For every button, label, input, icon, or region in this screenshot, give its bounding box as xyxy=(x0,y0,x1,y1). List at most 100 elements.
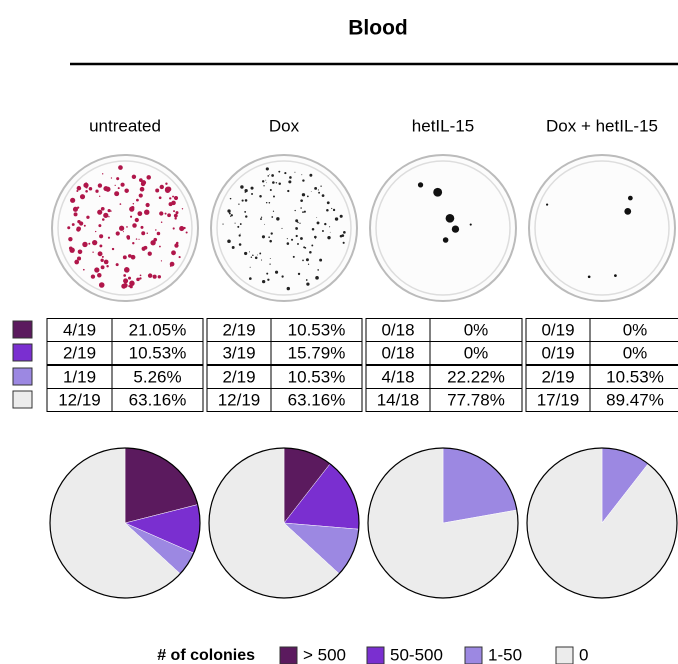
colony-dot xyxy=(302,211,304,213)
colony-dot xyxy=(165,187,171,193)
colony-dot xyxy=(174,243,178,247)
colony-dot xyxy=(265,180,266,181)
row-key xyxy=(13,321,32,338)
colony-dot xyxy=(179,256,181,258)
colony-dot xyxy=(311,244,313,246)
colony-dot xyxy=(270,189,272,191)
colony-dot xyxy=(288,180,291,183)
colony-dot xyxy=(242,199,244,201)
figure: Blood # of colonies untreated4/1921.05%2… xyxy=(0,0,678,664)
percent-label: 0% xyxy=(623,343,648,362)
colony-dot xyxy=(240,223,242,225)
colony-dot xyxy=(326,209,329,212)
colony-dot xyxy=(69,246,73,250)
colony-dot xyxy=(239,243,242,246)
petri-dish xyxy=(529,155,675,301)
colony-dot xyxy=(153,275,157,279)
colony-dot xyxy=(269,174,270,175)
colony-dot xyxy=(327,236,330,239)
colony-dot xyxy=(235,223,236,224)
colony-dot xyxy=(83,269,85,271)
count-label: 12/19 xyxy=(218,390,261,409)
colony-dot xyxy=(341,234,344,237)
legend-swatch xyxy=(367,647,384,664)
colony-dot xyxy=(123,231,124,232)
colony-dot xyxy=(257,255,258,256)
count-label: 3/19 xyxy=(222,343,255,362)
colony-dot xyxy=(245,190,246,191)
colony-dot xyxy=(74,212,78,216)
colony-dot xyxy=(98,183,102,187)
legend-label: 0 xyxy=(579,645,588,664)
colony-dot xyxy=(296,235,298,237)
colony-dot xyxy=(129,206,134,211)
colony-dot xyxy=(249,277,252,280)
colony-dot xyxy=(92,251,93,252)
colony-dot xyxy=(78,249,83,254)
colony-dot xyxy=(160,185,164,189)
colony-dot xyxy=(261,217,262,218)
count-label: 2/19 xyxy=(541,367,574,386)
column-label: untreated xyxy=(89,116,161,135)
colony-dot xyxy=(157,232,161,236)
colony-dot xyxy=(140,274,142,276)
colony-dot xyxy=(294,210,295,211)
colony-dot xyxy=(138,239,139,240)
percent-label: 89.47% xyxy=(606,390,664,409)
colony-dot xyxy=(114,191,119,196)
count-label: 0/18 xyxy=(381,343,414,362)
colony-dot xyxy=(624,208,631,215)
percent-label: 10.53% xyxy=(288,320,346,339)
colony-dot xyxy=(588,275,591,278)
colony-dot xyxy=(130,216,132,218)
colony-dot xyxy=(268,236,270,238)
colony-dot xyxy=(101,265,105,269)
colony-dot xyxy=(173,210,175,212)
colony-dot xyxy=(249,251,250,252)
petri-dish xyxy=(211,155,357,301)
colony-dot xyxy=(322,230,324,232)
colony-dot xyxy=(144,246,148,250)
colony-dot xyxy=(159,196,162,199)
colony-dot xyxy=(95,190,98,193)
colony-dot xyxy=(148,273,152,277)
colony-dot xyxy=(88,243,90,245)
colony-dot xyxy=(251,187,254,190)
count-label: 2/19 xyxy=(222,320,255,339)
colony-dot xyxy=(165,213,167,215)
colony-dot xyxy=(238,204,239,205)
colony-dot xyxy=(244,189,247,192)
count-label: 1/19 xyxy=(63,367,96,386)
colony-dot xyxy=(84,225,86,227)
colony-dot xyxy=(470,224,472,226)
colony-dot xyxy=(269,264,270,265)
colony-dot xyxy=(307,195,309,197)
colony-dot xyxy=(264,224,265,225)
colony-dot xyxy=(269,202,271,204)
row-key xyxy=(13,344,32,361)
colony-dot xyxy=(171,250,176,255)
colony-dot xyxy=(129,281,134,286)
count-label: 0/19 xyxy=(541,320,574,339)
colony-dot xyxy=(628,196,633,201)
colony-dot xyxy=(67,226,70,229)
colony-dot xyxy=(279,182,281,184)
colony-dot xyxy=(136,238,137,239)
colony-dot xyxy=(174,214,178,218)
colony-dot xyxy=(116,177,119,180)
legend-label: > 500 xyxy=(303,645,346,664)
colony-dot xyxy=(293,256,295,258)
colony-dot xyxy=(103,186,108,191)
colony-dot xyxy=(298,273,300,275)
colony-dot xyxy=(100,259,103,262)
colony-dot xyxy=(158,275,161,278)
colony-dot xyxy=(174,217,176,219)
colony-dot xyxy=(312,228,315,231)
colony-dot xyxy=(103,213,108,218)
colony-dot xyxy=(99,196,100,197)
colony-dot xyxy=(108,237,110,239)
colony-dot xyxy=(309,174,312,177)
colony-dot xyxy=(331,208,332,209)
legend-swatch xyxy=(280,647,297,664)
colony-dot xyxy=(240,185,243,188)
